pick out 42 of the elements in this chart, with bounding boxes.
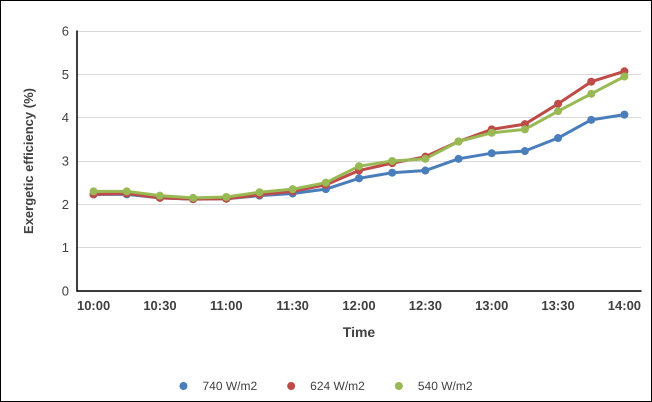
point bbox=[388, 157, 396, 165]
point bbox=[255, 188, 264, 196]
point bbox=[587, 90, 596, 98]
y-tick-label: 2 bbox=[62, 196, 69, 212]
y-tick-label: 1 bbox=[62, 240, 69, 256]
y-tick-label: 5 bbox=[62, 66, 69, 82]
point bbox=[122, 187, 131, 196]
point bbox=[355, 162, 363, 170]
point bbox=[355, 174, 363, 182]
x-tick-label: 10:00 bbox=[76, 298, 110, 313]
point bbox=[488, 149, 496, 158]
point bbox=[488, 128, 496, 137]
x-tick-label: 11:00 bbox=[210, 298, 243, 313]
x-tick-label: 13:00 bbox=[475, 298, 508, 313]
x-tick-label: 10:30 bbox=[143, 298, 177, 313]
legend-label: 624 W/m2 bbox=[310, 379, 366, 393]
x-tick-label: 13:30 bbox=[541, 298, 575, 313]
point bbox=[388, 168, 396, 177]
point bbox=[520, 125, 529, 134]
x-axis-title: Time bbox=[342, 324, 376, 340]
y-tick-label: 4 bbox=[62, 110, 69, 126]
point bbox=[587, 116, 596, 124]
point bbox=[620, 72, 628, 80]
point bbox=[620, 110, 628, 119]
point bbox=[587, 78, 596, 86]
point bbox=[421, 166, 430, 175]
point bbox=[554, 134, 562, 142]
point bbox=[454, 154, 463, 163]
x-tick-label: 12:00 bbox=[342, 298, 376, 313]
legend-label: 540 W/m2 bbox=[418, 379, 473, 393]
legend-label: 740 W/m2 bbox=[202, 379, 258, 393]
y-tick-label: 3 bbox=[62, 154, 69, 168]
point bbox=[90, 187, 98, 196]
x-tick-label: 14:00 bbox=[608, 298, 642, 313]
y-tick-label: 0 bbox=[62, 284, 69, 298]
point bbox=[554, 107, 562, 116]
x-tick-label: 11:30 bbox=[276, 298, 309, 313]
x-tick-label: 12:30 bbox=[408, 298, 442, 313]
y-axis-title: Exergetic efficiency (%) bbox=[21, 88, 36, 234]
point bbox=[520, 147, 529, 156]
point bbox=[554, 100, 562, 108]
y-tick-label: 6 bbox=[62, 24, 69, 38]
